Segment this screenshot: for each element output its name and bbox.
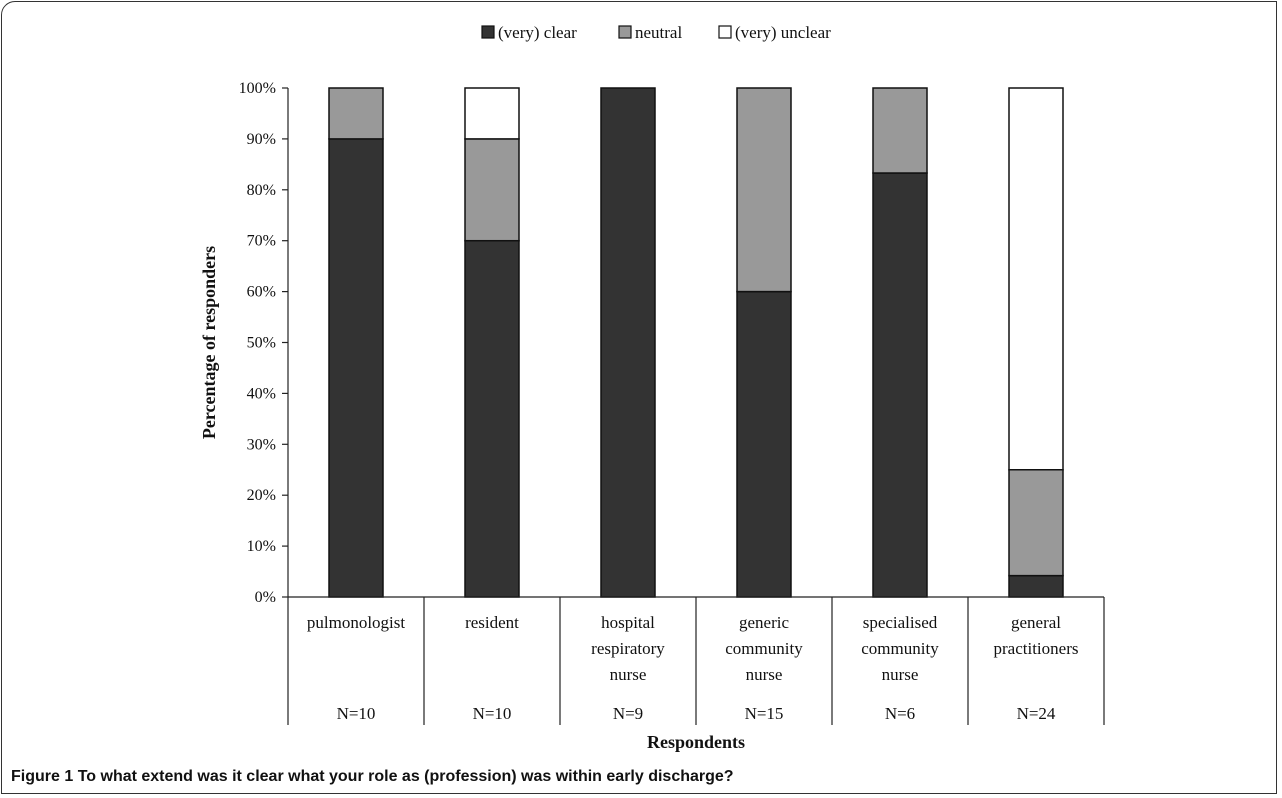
category-label: general	[1011, 613, 1061, 632]
category-label: community	[725, 639, 803, 658]
y-axis: 0% 10% 20% 30% 40% 50% 60% 70% 80% 90% 100%	[239, 80, 289, 606]
y-tick-label: 70%	[247, 233, 276, 250]
bar-segment	[736, 290, 792, 598]
y-tick-label: 0%	[255, 589, 276, 606]
legend-label: (very) clear	[498, 23, 577, 42]
y-tick-label: 40%	[247, 385, 276, 402]
bar-segment	[1008, 469, 1064, 577]
bar-segment	[872, 87, 928, 174]
category-label: specialised	[863, 613, 938, 632]
y-tick-label: 30%	[247, 436, 276, 453]
bar-segment	[464, 239, 520, 598]
category-label: nurse	[746, 665, 783, 684]
y-tick-label: 10%	[247, 538, 276, 555]
figure-caption: Figure 1 To what extend was it clear wha…	[11, 768, 734, 786]
category-count: N=10	[337, 704, 376, 723]
category-label: pulmonologist	[307, 613, 406, 632]
legend-label: neutral	[635, 23, 682, 42]
y-tick-label: 100%	[239, 80, 276, 97]
bars	[328, 87, 1064, 598]
legend-swatch	[718, 25, 732, 39]
y-tick-label: 20%	[247, 487, 276, 504]
category-label: nurse	[610, 665, 647, 684]
category-count: N=15	[745, 704, 784, 723]
category-label: generic	[739, 613, 789, 632]
bar-segment	[736, 87, 792, 293]
y-tick-label: 50%	[247, 335, 276, 352]
category-count: N=6	[885, 704, 915, 723]
bar-segment	[328, 87, 384, 140]
caption-label: Figure 1	[11, 768, 74, 785]
legend-swatch	[481, 25, 495, 39]
bar-segment	[464, 87, 520, 140]
bar-segment	[1008, 87, 1064, 471]
category-label: resident	[465, 613, 519, 632]
legend: (very) clear neutral (very) unclear	[481, 23, 831, 42]
category-count: N=24	[1017, 704, 1056, 723]
category-count: N=10	[473, 704, 512, 723]
category-label: community	[861, 639, 939, 658]
category-label: hospital	[601, 613, 655, 632]
y-tick-label: 80%	[247, 182, 276, 199]
bar-segment	[1008, 574, 1064, 598]
category-count: N=9	[613, 704, 643, 723]
bar-segment	[328, 138, 384, 598]
category-label: respiratory	[591, 639, 665, 658]
y-tick-label: 60%	[247, 284, 276, 301]
category-label: practitioners	[994, 639, 1079, 658]
y-tick-label: 90%	[247, 131, 276, 148]
bar-segment	[872, 172, 928, 598]
legend-swatch	[618, 25, 632, 39]
bar-segment	[600, 87, 656, 598]
x-axis-title: Respondents	[647, 732, 745, 752]
category-label: nurse	[882, 665, 919, 684]
legend-label: (very) unclear	[735, 23, 831, 42]
bar-segment	[464, 138, 520, 242]
y-axis-title: Percentage of responders	[199, 246, 219, 439]
category-table: pulmonologist N=10 resident N=10 hospital res…	[287, 596, 1105, 725]
caption-text: To what extend was it clear what your ro…	[77, 768, 734, 785]
